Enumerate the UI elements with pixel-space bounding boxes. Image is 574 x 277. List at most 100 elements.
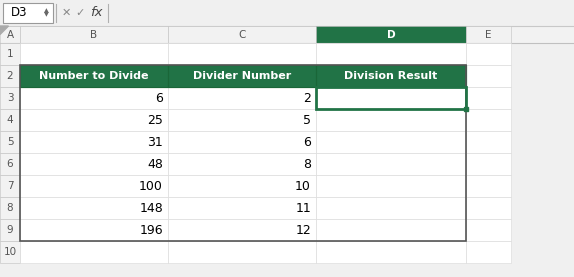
Bar: [316, 87, 466, 109]
Bar: [0, 26, 20, 43]
Bar: [466, 153, 511, 175]
Text: 7: 7: [7, 181, 13, 191]
Bar: [0, 0, 574, 26]
Bar: [316, 65, 466, 87]
Bar: [168, 153, 316, 175]
Bar: [316, 175, 466, 197]
Text: A: A: [6, 29, 14, 40]
Text: 2: 2: [7, 71, 13, 81]
Bar: [466, 43, 511, 65]
Bar: [316, 197, 466, 219]
Bar: [0, 26, 574, 43]
Text: Number to Divide: Number to Divide: [39, 71, 149, 81]
Text: B: B: [91, 29, 98, 40]
Text: D: D: [387, 29, 395, 40]
Text: 1: 1: [7, 49, 13, 59]
Bar: [20, 26, 168, 43]
Bar: [0, 87, 20, 109]
Bar: [168, 109, 316, 131]
Bar: [316, 65, 466, 87]
Bar: [168, 26, 316, 43]
Bar: [0, 65, 20, 87]
Bar: [316, 87, 466, 109]
Bar: [0, 175, 20, 197]
Text: ✕: ✕: [61, 8, 71, 18]
Text: 9: 9: [7, 225, 13, 235]
Bar: [168, 219, 316, 241]
Bar: [0, 241, 20, 263]
Bar: [316, 65, 466, 87]
Bar: [316, 109, 466, 131]
Bar: [316, 131, 466, 153]
Bar: [466, 241, 511, 263]
Bar: [20, 65, 168, 87]
Bar: [316, 241, 466, 263]
Bar: [466, 219, 511, 241]
Text: Division Result: Division Result: [344, 71, 437, 81]
Bar: [168, 87, 316, 109]
Bar: [168, 197, 316, 219]
Text: 3: 3: [7, 93, 13, 103]
Bar: [20, 65, 466, 241]
Bar: [0, 219, 20, 241]
Text: 8: 8: [7, 203, 13, 213]
Text: ▼: ▼: [44, 12, 48, 17]
Polygon shape: [0, 26, 9, 35]
Text: 10: 10: [3, 247, 17, 257]
Bar: [20, 109, 168, 131]
Bar: [20, 65, 168, 87]
Bar: [20, 153, 168, 175]
Bar: [0, 131, 20, 153]
Bar: [0, 43, 20, 65]
Text: 6: 6: [7, 159, 13, 169]
Text: 31: 31: [148, 135, 163, 148]
Bar: [466, 87, 511, 109]
Text: 6: 6: [303, 135, 311, 148]
Text: 10: 10: [295, 179, 311, 193]
Bar: [20, 241, 168, 263]
Bar: [168, 65, 316, 87]
Bar: [20, 175, 168, 197]
Bar: [20, 131, 168, 153]
Text: ✓: ✓: [75, 8, 85, 18]
Bar: [316, 153, 466, 175]
Text: 4: 4: [7, 115, 13, 125]
Text: Divider Number: Divider Number: [193, 71, 291, 81]
Bar: [466, 109, 511, 131]
Bar: [466, 131, 511, 153]
Bar: [466, 175, 511, 197]
Text: 5: 5: [303, 114, 311, 127]
Text: E: E: [485, 29, 492, 40]
Text: 6: 6: [155, 91, 163, 104]
Text: 148: 148: [139, 201, 163, 214]
Bar: [466, 26, 511, 43]
Bar: [0, 109, 20, 131]
Bar: [20, 87, 168, 109]
Bar: [466, 197, 511, 219]
Text: fx: fx: [90, 6, 102, 19]
Bar: [168, 43, 316, 65]
Text: 12: 12: [295, 224, 311, 237]
Text: C: C: [238, 29, 246, 40]
Polygon shape: [464, 107, 468, 111]
Bar: [168, 175, 316, 197]
Text: 196: 196: [139, 224, 163, 237]
Text: 48: 48: [147, 158, 163, 171]
Bar: [316, 43, 466, 65]
Bar: [20, 219, 168, 241]
Bar: [316, 219, 466, 241]
Bar: [0, 197, 20, 219]
Bar: [168, 241, 316, 263]
Bar: [0, 153, 20, 175]
Text: 5: 5: [7, 137, 13, 147]
Bar: [3, 3, 53, 23]
Bar: [168, 65, 316, 87]
Bar: [168, 131, 316, 153]
Text: D3: D3: [11, 6, 28, 19]
Bar: [20, 65, 168, 87]
Text: 25: 25: [147, 114, 163, 127]
Text: 100: 100: [139, 179, 163, 193]
Text: ▲: ▲: [44, 9, 48, 14]
Text: 2: 2: [303, 91, 311, 104]
Bar: [20, 43, 168, 65]
